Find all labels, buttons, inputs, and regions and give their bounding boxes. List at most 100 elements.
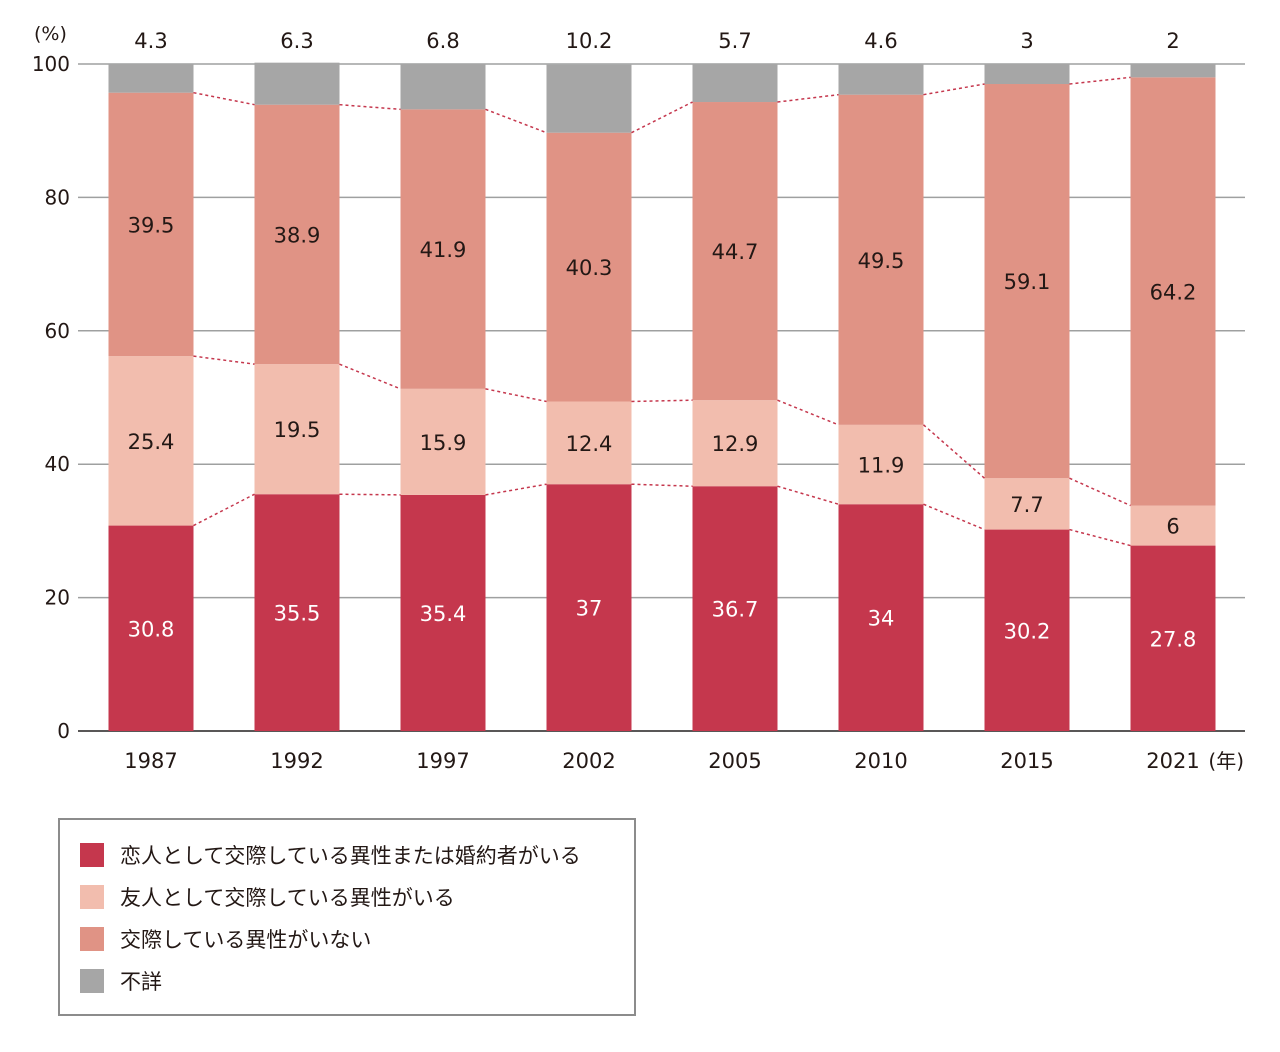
bar-segment (108, 356, 194, 526)
data-label: 40.3 (566, 256, 613, 280)
legend-item: 恋人として交際している異性または婚約者がいる (80, 834, 634, 876)
bar-segment (254, 104, 340, 365)
legend-swatch (80, 969, 104, 993)
legend-item: 不詳 (80, 960, 634, 1002)
connector-line (1069, 528, 1131, 547)
bar-segment (1130, 505, 1216, 546)
data-label: 36.7 (712, 598, 759, 622)
connector-line (777, 399, 839, 426)
data-label: 6 (1166, 515, 1179, 539)
bar-segment (254, 62, 340, 105)
legend-swatch (80, 843, 104, 867)
connector-line (923, 83, 985, 96)
legend-swatch (80, 927, 104, 951)
x-tick-label: 2005 (708, 749, 761, 773)
y-tick-label: 20 (45, 586, 70, 610)
data-label: 38.9 (274, 223, 321, 247)
y-tick-label: 100 (32, 52, 70, 76)
bar-segment (1130, 545, 1216, 731)
bar-segment (1130, 64, 1216, 78)
connector-line (485, 108, 547, 134)
bar-segment (400, 64, 486, 110)
x-tick-label: 2002 (562, 749, 615, 773)
data-label: 11.9 (858, 454, 905, 478)
data-label: 35.5 (274, 602, 321, 626)
connector-line (631, 483, 693, 487)
connector-line (193, 91, 255, 106)
connector-line (339, 363, 401, 390)
x-tick-label: 2010 (854, 749, 907, 773)
data-label: 37 (576, 597, 603, 621)
legend-swatch (80, 885, 104, 909)
legend-label: 恋人として交際している異性または婚約者がいる (120, 844, 581, 868)
data-label: 35.4 (420, 602, 467, 626)
connector-line (631, 399, 693, 403)
bar-segment (984, 64, 1070, 85)
bar-segment (400, 494, 486, 731)
connector-line (1069, 76, 1131, 85)
data-label: 19.5 (274, 418, 321, 442)
data-label: 41.9 (420, 238, 467, 262)
data-label: 6.8 (426, 29, 459, 53)
bar-segment (1130, 77, 1216, 506)
x-tick-label: 1997 (416, 749, 469, 773)
data-label: 7.7 (1010, 493, 1043, 517)
y-tick-label: 40 (45, 452, 70, 476)
bar-segment (254, 364, 340, 495)
bar-segment (254, 494, 340, 731)
data-label: 4.3 (134, 29, 167, 53)
x-tick-label: 2021 (1146, 749, 1199, 773)
bar-segment (692, 486, 778, 731)
data-label: 34 (868, 607, 895, 631)
bar-segment (546, 132, 632, 402)
bar-segment (546, 64, 632, 133)
bar-segment (838, 504, 924, 731)
x-unit-label: (年) (1208, 749, 1244, 773)
connector-line (339, 103, 401, 111)
bar-segment (692, 400, 778, 487)
data-label: 39.5 (128, 213, 175, 237)
data-label: 30.2 (1004, 619, 1051, 643)
connector-line (485, 483, 547, 496)
connector-line (777, 93, 839, 103)
data-label: 12.4 (566, 432, 613, 456)
bar-segment (838, 64, 924, 95)
connector-line (193, 355, 255, 365)
connector-line (923, 424, 985, 479)
data-label: 49.5 (858, 249, 905, 273)
legend-item: 交際している異性がいない (80, 918, 634, 960)
data-label: 10.2 (566, 29, 613, 53)
legend-label: 交際している異性がいない (120, 928, 372, 952)
data-label: 5.7 (718, 29, 751, 53)
legend-label: 不詳 (120, 970, 162, 994)
connector-line (193, 493, 255, 527)
bar-segment (400, 109, 486, 389)
data-label: 44.7 (712, 240, 759, 264)
connector-line (631, 101, 693, 134)
data-label: 27.8 (1150, 627, 1197, 651)
legend-label: 友人として交際している異性がいる (120, 886, 455, 910)
bar-segment (546, 484, 632, 731)
connector-line (1069, 477, 1131, 507)
bar-segment (984, 84, 1070, 479)
bar-segment (108, 92, 194, 357)
legend: 恋人として交際している異性または婚約者がいる 友人として交際している異性がいる 交際… (58, 818, 636, 1016)
connector-line (777, 485, 839, 505)
data-label: 30.8 (128, 617, 175, 641)
y-tick-label: 0 (57, 719, 70, 743)
data-label: 59.1 (1004, 270, 1051, 294)
stacked-bar-chart: 0 20 40 60 80 100 (%) 30.8 25.4 39.5 4.3 1987 35.5 19… (32, 23, 1245, 773)
y-tick-label: 60 (45, 319, 70, 343)
x-tick-label: 1992 (270, 749, 323, 773)
connector-line (923, 503, 985, 531)
bar-segment (400, 388, 486, 495)
data-label: 25.4 (128, 430, 175, 454)
bar-segment (838, 94, 924, 425)
data-label: 6.3 (280, 29, 313, 53)
data-label: 2 (1166, 29, 1179, 53)
data-label: 12.9 (712, 432, 759, 456)
bar-segment (984, 529, 1070, 731)
bar-segment (546, 401, 632, 485)
x-tick-label: 2015 (1000, 749, 1053, 773)
connector-line (485, 388, 547, 403)
